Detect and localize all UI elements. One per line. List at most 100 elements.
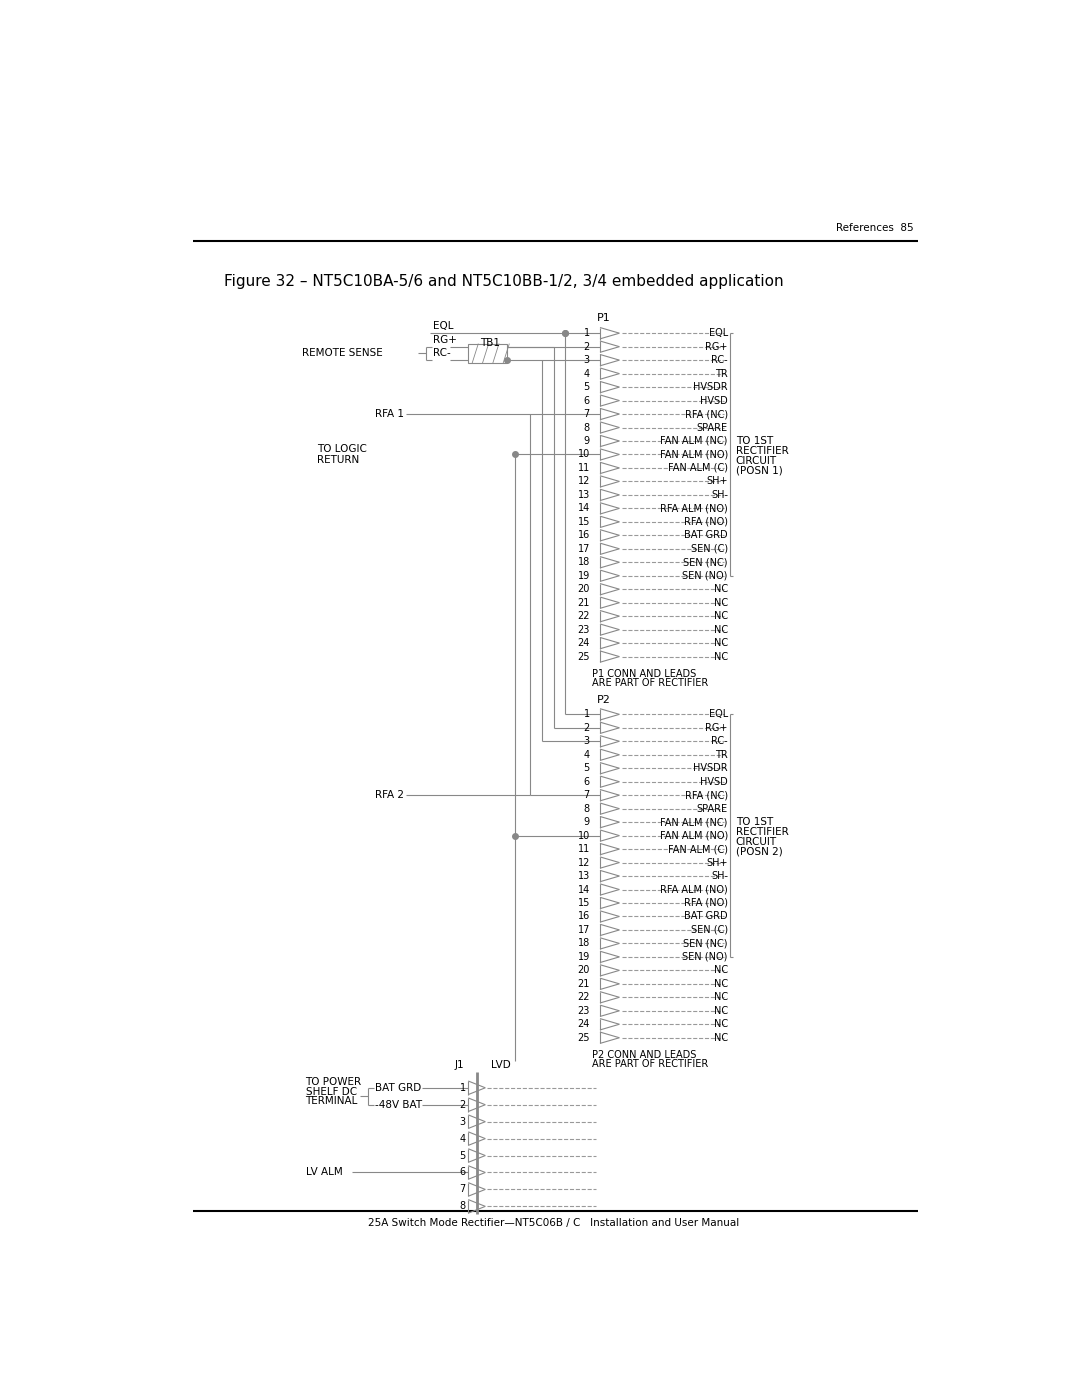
Text: 16: 16: [578, 911, 590, 922]
Text: 24: 24: [578, 1020, 590, 1030]
Text: RG+: RG+: [705, 342, 728, 352]
Text: RFA ALM (NO): RFA ALM (NO): [660, 503, 728, 513]
Text: RG+: RG+: [433, 335, 457, 345]
Text: RC-: RC-: [712, 355, 728, 365]
Text: NC: NC: [714, 992, 728, 1002]
Text: NC: NC: [714, 584, 728, 594]
Text: 9: 9: [584, 436, 590, 446]
Text: FAN ALM (C): FAN ALM (C): [667, 462, 728, 474]
Text: RFA (NO): RFA (NO): [684, 517, 728, 527]
Text: TO LOGIC: TO LOGIC: [318, 444, 367, 454]
Text: FAN ALM (NO): FAN ALM (NO): [660, 450, 728, 460]
Text: 10: 10: [578, 450, 590, 460]
Text: 17: 17: [578, 925, 590, 935]
Text: HVSDR: HVSDR: [693, 383, 728, 393]
Text: 2: 2: [460, 1099, 465, 1109]
Text: SH+: SH+: [706, 476, 728, 486]
Text: 19: 19: [578, 571, 590, 581]
Text: 7: 7: [460, 1185, 465, 1194]
Text: 1: 1: [584, 710, 590, 719]
Text: 11: 11: [578, 462, 590, 474]
Text: 24: 24: [578, 638, 590, 648]
Text: NC: NC: [714, 1020, 728, 1030]
Text: SEN (C): SEN (C): [691, 543, 728, 553]
Text: SEN (NC): SEN (NC): [684, 557, 728, 567]
Text: FAN ALM (NC): FAN ALM (NC): [661, 436, 728, 446]
Text: 20: 20: [578, 965, 590, 975]
Text: SHELF DC: SHELF DC: [306, 1087, 356, 1097]
Text: P2: P2: [597, 696, 611, 705]
Text: 25: 25: [578, 1032, 590, 1042]
Text: BAT GRD: BAT GRD: [375, 1083, 421, 1092]
Text: 6: 6: [584, 395, 590, 405]
Text: 14: 14: [578, 884, 590, 894]
Text: 13: 13: [578, 490, 590, 500]
Text: SEN (C): SEN (C): [691, 925, 728, 935]
Text: J1: J1: [455, 1060, 464, 1070]
Text: RFA (NO): RFA (NO): [684, 898, 728, 908]
Text: 8: 8: [584, 422, 590, 433]
Text: TO POWER: TO POWER: [306, 1077, 362, 1087]
Text: References  85: References 85: [836, 222, 914, 233]
Text: 4: 4: [584, 369, 590, 379]
Text: (POSN 1): (POSN 1): [735, 465, 782, 475]
Text: 12: 12: [578, 858, 590, 868]
Text: 7: 7: [583, 409, 590, 419]
Text: EQL: EQL: [433, 321, 454, 331]
Text: SPARE: SPARE: [697, 803, 728, 813]
Text: 7: 7: [583, 791, 590, 800]
Text: SPARE: SPARE: [697, 422, 728, 433]
Text: 3: 3: [460, 1116, 465, 1126]
Text: 18: 18: [578, 557, 590, 567]
Text: RFA 2: RFA 2: [375, 791, 404, 800]
Text: RECTIFIER: RECTIFIER: [735, 827, 788, 837]
Text: 14: 14: [578, 503, 590, 513]
Text: SH-: SH-: [711, 490, 728, 500]
Text: 9: 9: [584, 817, 590, 827]
Text: 5: 5: [583, 383, 590, 393]
Text: EQL: EQL: [708, 328, 728, 338]
Text: 23: 23: [578, 1006, 590, 1016]
Text: RFA 1: RFA 1: [375, 409, 404, 419]
Text: 17: 17: [578, 543, 590, 553]
Text: TR: TR: [715, 369, 728, 379]
Text: RECTIFIER: RECTIFIER: [735, 446, 788, 455]
Text: NC: NC: [714, 638, 728, 648]
Text: FAN ALM (NO): FAN ALM (NO): [660, 831, 728, 841]
Text: TO 1ST: TO 1ST: [735, 436, 773, 446]
Text: RG+: RG+: [705, 722, 728, 733]
Text: RFA (NC): RFA (NC): [685, 409, 728, 419]
Text: 19: 19: [578, 951, 590, 963]
Text: 8: 8: [460, 1201, 465, 1211]
Text: P1 CONN AND LEADS: P1 CONN AND LEADS: [592, 669, 697, 679]
Text: ARE PART OF RECTIFIER: ARE PART OF RECTIFIER: [592, 1059, 708, 1069]
Text: P1: P1: [597, 313, 611, 323]
Text: SH+: SH+: [706, 858, 728, 868]
Text: LV ALM: LV ALM: [306, 1168, 342, 1178]
Text: TR: TR: [715, 750, 728, 760]
Text: TO 1ST: TO 1ST: [735, 817, 773, 827]
Text: TERMINAL: TERMINAL: [306, 1095, 357, 1106]
Text: HVSDR: HVSDR: [693, 763, 728, 774]
Text: 10: 10: [578, 831, 590, 841]
Text: 16: 16: [578, 531, 590, 541]
Text: SEN (NO): SEN (NO): [683, 951, 728, 963]
Text: P2 CONN AND LEADS: P2 CONN AND LEADS: [592, 1049, 697, 1060]
Text: ARE PART OF RECTIFIER: ARE PART OF RECTIFIER: [592, 678, 708, 687]
Text: SEN (NC): SEN (NC): [684, 939, 728, 949]
Text: 4: 4: [460, 1133, 465, 1144]
Text: NC: NC: [714, 598, 728, 608]
Text: RC-: RC-: [433, 348, 451, 358]
Text: BAT GRD: BAT GRD: [685, 911, 728, 922]
Text: 20: 20: [578, 584, 590, 594]
Text: SEN (NO): SEN (NO): [683, 571, 728, 581]
Text: 23: 23: [578, 624, 590, 634]
Text: 25: 25: [578, 651, 590, 662]
Text: NC: NC: [714, 1032, 728, 1042]
Text: HVSD: HVSD: [700, 395, 728, 405]
Text: FAN ALM (NC): FAN ALM (NC): [661, 817, 728, 827]
Text: CIRCUIT: CIRCUIT: [735, 455, 777, 465]
Text: RFA ALM (NO): RFA ALM (NO): [660, 884, 728, 894]
Text: Figure 32 – NT5C10BA-5/6 and NT5C10BB-1/2, 3/4 embedded application: Figure 32 – NT5C10BA-5/6 and NT5C10BB-1/…: [225, 274, 784, 289]
Text: LVD: LVD: [491, 1060, 511, 1070]
